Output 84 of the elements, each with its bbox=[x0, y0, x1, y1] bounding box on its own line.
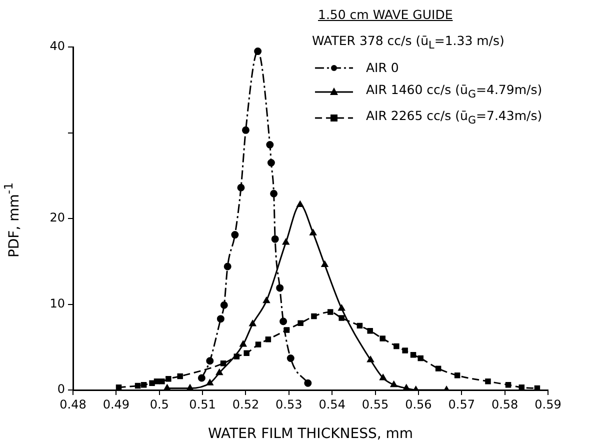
point bbox=[116, 384, 122, 390]
point bbox=[263, 297, 270, 304]
x-axis-title: WATER FILM THICKNESS, mm bbox=[208, 426, 414, 442]
point bbox=[159, 378, 165, 384]
point bbox=[134, 382, 141, 389]
point bbox=[244, 350, 250, 356]
point bbox=[206, 357, 214, 365]
legend-label: AIR 2265 cc/s (ū$_{G}$=7.43m/s) bbox=[366, 107, 542, 128]
point bbox=[154, 378, 160, 384]
point bbox=[356, 322, 363, 329]
point bbox=[505, 382, 512, 388]
point bbox=[321, 261, 328, 268]
y-tick-label: 10 bbox=[50, 296, 65, 310]
point bbox=[380, 374, 386, 380]
point bbox=[206, 379, 214, 386]
legend-label: AIR 1460 cc/s (ū$_{G}$=4.79m/s) bbox=[366, 80, 542, 102]
y-tick-label: 0 bbox=[57, 382, 65, 396]
x-tick-label: 0.57 bbox=[448, 397, 475, 412]
point bbox=[534, 385, 540, 390]
point bbox=[249, 320, 256, 326]
point bbox=[198, 374, 206, 382]
point bbox=[327, 309, 334, 315]
point bbox=[304, 379, 312, 387]
point bbox=[338, 304, 345, 311]
point bbox=[216, 315, 224, 323]
x-tick-label: 0.5 bbox=[150, 397, 169, 412]
point bbox=[380, 336, 386, 342]
point bbox=[338, 315, 344, 321]
point bbox=[177, 373, 183, 380]
point bbox=[390, 381, 398, 388]
point bbox=[164, 384, 170, 390]
point bbox=[186, 384, 194, 390]
point bbox=[367, 328, 373, 334]
x-tick-label: 0.56 bbox=[405, 397, 432, 412]
x-tick-label: 0.59 bbox=[534, 397, 562, 412]
point bbox=[394, 343, 400, 350]
point bbox=[367, 356, 374, 362]
point bbox=[255, 342, 262, 348]
point bbox=[282, 238, 290, 245]
point bbox=[231, 231, 239, 239]
x-tick-label: 0.54 bbox=[318, 397, 346, 412]
x-tick-label: 0.52 bbox=[232, 397, 260, 412]
point bbox=[220, 360, 226, 366]
point bbox=[224, 262, 232, 270]
point bbox=[485, 378, 491, 384]
point bbox=[311, 313, 317, 320]
point bbox=[518, 384, 525, 390]
point bbox=[410, 352, 416, 358]
point bbox=[220, 301, 228, 309]
point bbox=[216, 369, 223, 376]
point bbox=[242, 126, 250, 134]
point bbox=[270, 190, 278, 198]
x-tick-label: 0.48 bbox=[60, 397, 86, 412]
legend-label: AIR 0 bbox=[366, 58, 399, 76]
point bbox=[298, 320, 304, 326]
point bbox=[280, 318, 288, 326]
point bbox=[402, 348, 408, 354]
annotation: WATER 378 cc/s (ū$_{L}$=1.33 m/s) bbox=[312, 32, 506, 54]
point bbox=[265, 336, 272, 342]
point bbox=[310, 229, 316, 236]
x-tick-label: 0.55 bbox=[362, 397, 389, 412]
point bbox=[140, 382, 147, 388]
point bbox=[237, 184, 245, 192]
point bbox=[454, 372, 460, 378]
point bbox=[267, 159, 275, 167]
point bbox=[418, 355, 424, 362]
point bbox=[276, 284, 284, 292]
point bbox=[286, 354, 294, 362]
point bbox=[149, 380, 155, 386]
point bbox=[166, 376, 172, 382]
point bbox=[240, 340, 246, 347]
point bbox=[435, 366, 442, 372]
point bbox=[266, 141, 274, 149]
x-tick-label: 0.58 bbox=[491, 397, 518, 412]
x-tick-label: 0.51 bbox=[189, 397, 216, 412]
y-tick-label: 20 bbox=[50, 210, 65, 225]
x-tick-label: 0.49 bbox=[102, 397, 130, 412]
point bbox=[271, 235, 279, 243]
point bbox=[254, 48, 262, 56]
x-tick-label: 0.53 bbox=[276, 397, 302, 412]
y-tick-label: 40 bbox=[50, 39, 65, 54]
point bbox=[403, 384, 410, 390]
point bbox=[296, 201, 304, 208]
legend-title: 1.50 cm WAVE GUIDE bbox=[318, 6, 454, 24]
